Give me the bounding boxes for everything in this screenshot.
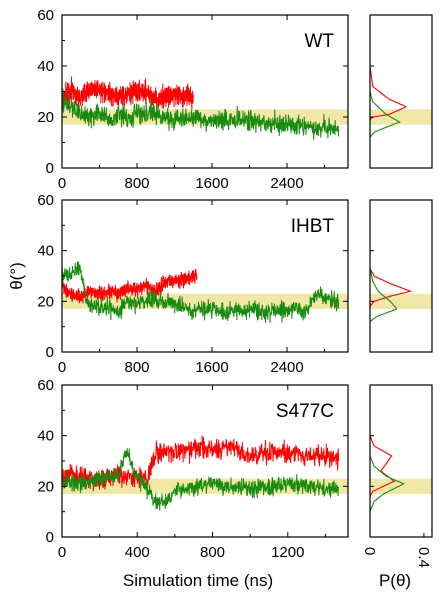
x-tick-label: 800 [200, 544, 225, 561]
series-green [61, 261, 340, 324]
distribution-red [369, 435, 396, 497]
x-axis-label: Simulation time (ns) [123, 571, 273, 590]
panel-s477c: 0 20 40 60 0 400 800 1200 S477C 0 0.4 [37, 377, 433, 568]
distribution-green [369, 455, 406, 512]
x-tick-label: 2400 [270, 175, 303, 192]
panel-ihbt: 0 20 40 60 0 800 1600 2400 IHBT [37, 192, 433, 376]
dist-frame [369, 199, 433, 353]
y-tick-label: 0 [46, 529, 54, 546]
reference-band-dist [370, 478, 432, 494]
x-tick-label: 0 [58, 544, 66, 561]
x-tick-label: 1200 [271, 544, 304, 561]
reference-band-dist [370, 109, 432, 125]
y-axis-label: θ(°) [7, 262, 26, 290]
x-tick-label: 0 [58, 359, 66, 376]
y-tick-label: 0 [46, 344, 54, 361]
series-red [61, 268, 198, 304]
panel-title: S477C [276, 401, 334, 422]
dist-axis-label: P(θ) [379, 571, 411, 590]
x-tick-label: 400 [125, 544, 150, 561]
dist-x-tick-label: 0 [361, 547, 378, 555]
y-tick-label: 0 [46, 160, 54, 177]
distribution-red [369, 65, 407, 120]
panel-title: WT [304, 31, 334, 52]
y-tick-label: 40 [37, 428, 54, 445]
x-tick-label: 1600 [195, 175, 228, 192]
x-tick-label: 1600 [195, 359, 228, 376]
dist-x-tick-label: 0.4 [415, 547, 432, 568]
y-tick-label: 40 [37, 58, 54, 75]
y-tick-label: 20 [37, 109, 54, 126]
y-tick-label: 40 [37, 243, 54, 260]
panel-title: IHBT [291, 216, 335, 237]
series-green [61, 448, 340, 511]
distribution-green [369, 91, 401, 138]
dist-frame [369, 14, 433, 169]
distribution-red [369, 268, 413, 307]
x-tick-label: 800 [125, 359, 150, 376]
series-green [61, 88, 340, 140]
reference-band-dist [370, 293, 432, 309]
y-tick-label: 20 [37, 478, 54, 495]
series-red [61, 76, 194, 112]
series-red [61, 435, 340, 492]
x-tick-label: 2400 [270, 359, 303, 376]
y-tick-label: 60 [37, 192, 54, 209]
panel-wt: 0 20 40 60 0 800 1600 2400 WT [37, 7, 433, 192]
y-tick-label: 20 [37, 293, 54, 310]
dist-frame [369, 384, 433, 538]
x-tick-label: 0 [58, 175, 66, 192]
distribution-green [369, 268, 397, 323]
x-tick-label: 800 [125, 175, 150, 192]
y-tick-label: 60 [37, 7, 54, 24]
y-tick-label: 60 [37, 377, 54, 394]
